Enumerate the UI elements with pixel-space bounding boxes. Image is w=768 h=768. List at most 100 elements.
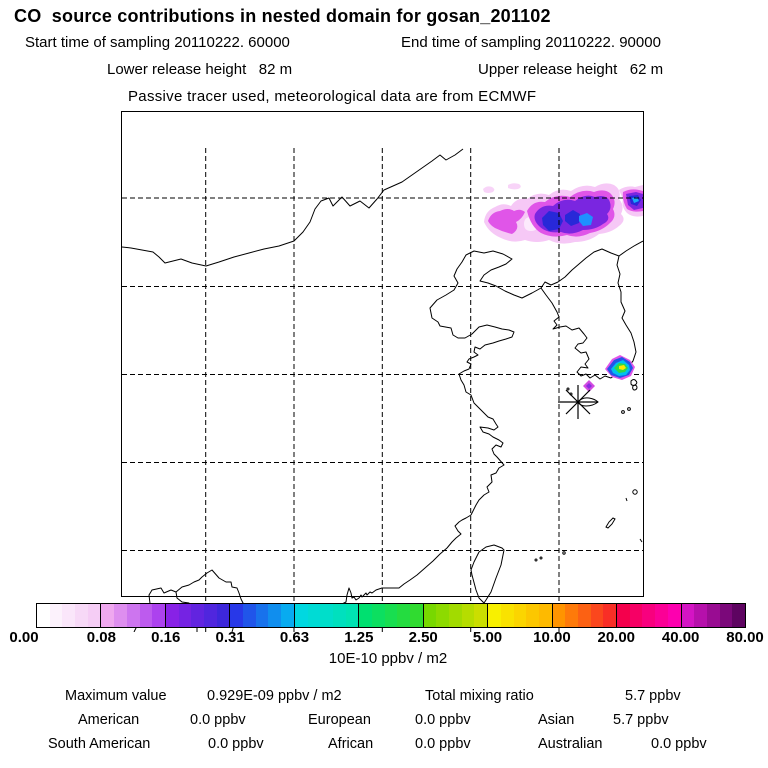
map-canvas	[122, 148, 643, 632]
region-label: American	[78, 712, 140, 728]
plume-pale-spot-1	[483, 186, 495, 193]
colorbar	[36, 603, 746, 628]
colorbar-step	[397, 604, 411, 627]
colorbar-step	[732, 604, 745, 627]
colorbar-tick-label: 40.00	[661, 629, 700, 646]
island-ryukyu-dash-1	[625, 497, 628, 502]
colorbar-segment	[551, 604, 617, 627]
colorbar-step	[526, 604, 539, 627]
colorbar-step	[49, 604, 63, 627]
colorbar-step	[268, 604, 282, 627]
diamond-yellow	[619, 365, 626, 370]
coastline-mongolia-russia-border	[122, 148, 464, 267]
colorbar-step	[642, 604, 656, 627]
lower-release-text: Lower release height 82 m	[107, 61, 293, 78]
colorbar-step	[230, 604, 244, 627]
colorbar-step	[294, 604, 308, 627]
total-mixing-ratio-value: 5.7 ppbv	[625, 688, 681, 704]
colorbar-step	[255, 604, 269, 627]
colorbar-step	[590, 604, 604, 627]
colorbar-step	[617, 604, 630, 627]
colorbar-step	[139, 604, 153, 627]
colorbar-step	[565, 604, 578, 627]
colorbar-step	[320, 604, 333, 627]
colorbar-step	[488, 604, 501, 627]
colorbar-tick-label: 0.63	[279, 629, 310, 646]
colorbar-segment	[37, 604, 101, 627]
colorbar-step	[37, 604, 50, 627]
colorbar-step	[449, 604, 462, 627]
colorbar-step	[371, 604, 385, 627]
colorbar-tick-label: 0.08	[86, 629, 116, 646]
page-title: CO source contributions in nested domain…	[14, 6, 551, 26]
coastline-korea-west-south-coast	[540, 287, 612, 380]
island-goto-island-2	[627, 407, 631, 411]
end-time-text: End time of sampling 20110222. 90000	[401, 34, 661, 51]
region-value: 0.0 ppbv	[651, 736, 707, 752]
spot-violet	[586, 383, 592, 389]
region-label: Australian	[538, 736, 603, 752]
colorbar-step	[203, 604, 217, 627]
plume-magenta-left	[488, 209, 525, 234]
colorbar-step	[474, 604, 488, 627]
colorbar-segment	[487, 604, 552, 627]
colorbar-step	[603, 604, 617, 627]
island-ryukyu-ring	[632, 489, 638, 495]
colorbar-step	[436, 604, 450, 627]
colorbar-step	[538, 604, 552, 627]
island-jeju	[577, 397, 599, 407]
region-value: 0.0 ppbv	[415, 736, 471, 752]
colorbar-segment	[229, 604, 294, 627]
plume-pale-spot-2	[508, 183, 521, 190]
colorbar-step	[578, 604, 591, 627]
colorbar-step	[216, 604, 230, 627]
island-goto-island-1	[621, 410, 625, 414]
island-tsushima-lower	[632, 384, 638, 391]
colorbar-tick-label: 80.00	[726, 629, 764, 646]
colorbar-step	[694, 604, 707, 627]
colorbar-unit-label: 10E-10 ppbv / m2	[328, 650, 448, 667]
region-value: 0.0 ppbv	[415, 712, 471, 728]
colorbar-step	[384, 604, 398, 627]
region-value: 0.0 ppbv	[190, 712, 246, 728]
colorbar-tick-label: 10.00	[533, 629, 571, 646]
colorbar-step	[655, 604, 668, 627]
colorbar-tick-label: 5.00	[472, 629, 503, 646]
region-label: African	[328, 736, 374, 752]
colorbar-step	[281, 604, 294, 627]
colorbar-step	[75, 604, 88, 627]
colorbar-tick-label: 0.31	[215, 629, 245, 646]
region-label: Asian	[538, 712, 575, 728]
island-ryukyu-dot-2	[539, 556, 543, 560]
colorbar-tick-label: 0.16	[151, 629, 181, 646]
colorbar-step	[101, 604, 115, 627]
upper-release-text: Upper release height 62 m	[478, 61, 664, 78]
colorbar-step	[667, 604, 681, 627]
coastline-taiwan	[470, 544, 505, 604]
colorbar-step	[461, 604, 475, 627]
colorbar-step	[243, 604, 256, 627]
colorbar-step	[513, 604, 527, 627]
island-ryukyu-islet	[562, 551, 566, 555]
colorbar-tick-label: 1.25	[344, 629, 374, 646]
colorbar-tick-label: 2.50	[408, 629, 438, 646]
max-value-label: Maximum value	[65, 688, 167, 704]
colorbar-step	[191, 604, 204, 627]
colorbar-tick-label: 0.00	[9, 629, 39, 646]
colorbar-step	[345, 604, 359, 627]
colorbar-step	[62, 604, 76, 627]
region-value: 5.7 ppbv	[613, 712, 669, 728]
island-ryukyu-dash-2	[639, 538, 643, 543]
colorbar-step	[114, 604, 127, 627]
colorbar-step	[152, 604, 165, 627]
island-tsushima-upper	[630, 379, 638, 386]
colorbar-step	[359, 604, 372, 627]
colorbar-segment	[164, 604, 230, 627]
colorbar-step	[500, 604, 514, 627]
plume-bright-blue-cell	[579, 213, 593, 226]
colorbar-step	[126, 604, 140, 627]
colorbar-step	[307, 604, 321, 627]
colorbar-segment	[100, 604, 165, 627]
plume-blue-cell-2	[565, 210, 580, 226]
